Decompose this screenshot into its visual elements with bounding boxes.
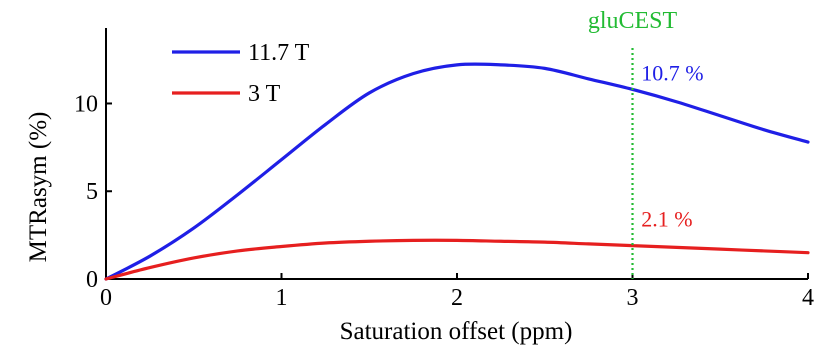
value-annotation: 2.1 % — [641, 206, 692, 231]
y-tick-label: 0 — [86, 267, 98, 293]
x-tick-label: 3 — [627, 285, 639, 311]
annotations-layer: 10.7 % 2.1 % — [641, 61, 703, 232]
marker-layer: gluCEST — [588, 8, 678, 279]
x-tick-label: 0 — [100, 285, 112, 311]
y-axis-title: MTRasym (%) — [25, 112, 52, 263]
x-tick-label: 2 — [451, 285, 463, 311]
series-line-11-7-t — [104, 62, 810, 281]
legend: 11.7 T 3 T — [172, 40, 310, 107]
y-tick-label: 5 — [86, 179, 98, 205]
y-tick-label: 10 — [74, 91, 98, 117]
legend-label-3-t: 3 T — [248, 81, 281, 107]
legend-label-11-7-t: 11.7 T — [248, 40, 310, 66]
glucest-marker-label: gluCEST — [588, 8, 678, 34]
value-annotation: 10.7 % — [641, 61, 703, 86]
x-tick-label: 4 — [802, 285, 814, 311]
series-layer — [104, 62, 810, 281]
ticks: 0 1 2 3 4 0 5 10 — [74, 91, 814, 311]
x-tick-label: 1 — [276, 285, 288, 311]
series-line-3-t — [104, 238, 810, 281]
x-axis-title: Saturation offset (ppm) — [340, 318, 573, 345]
